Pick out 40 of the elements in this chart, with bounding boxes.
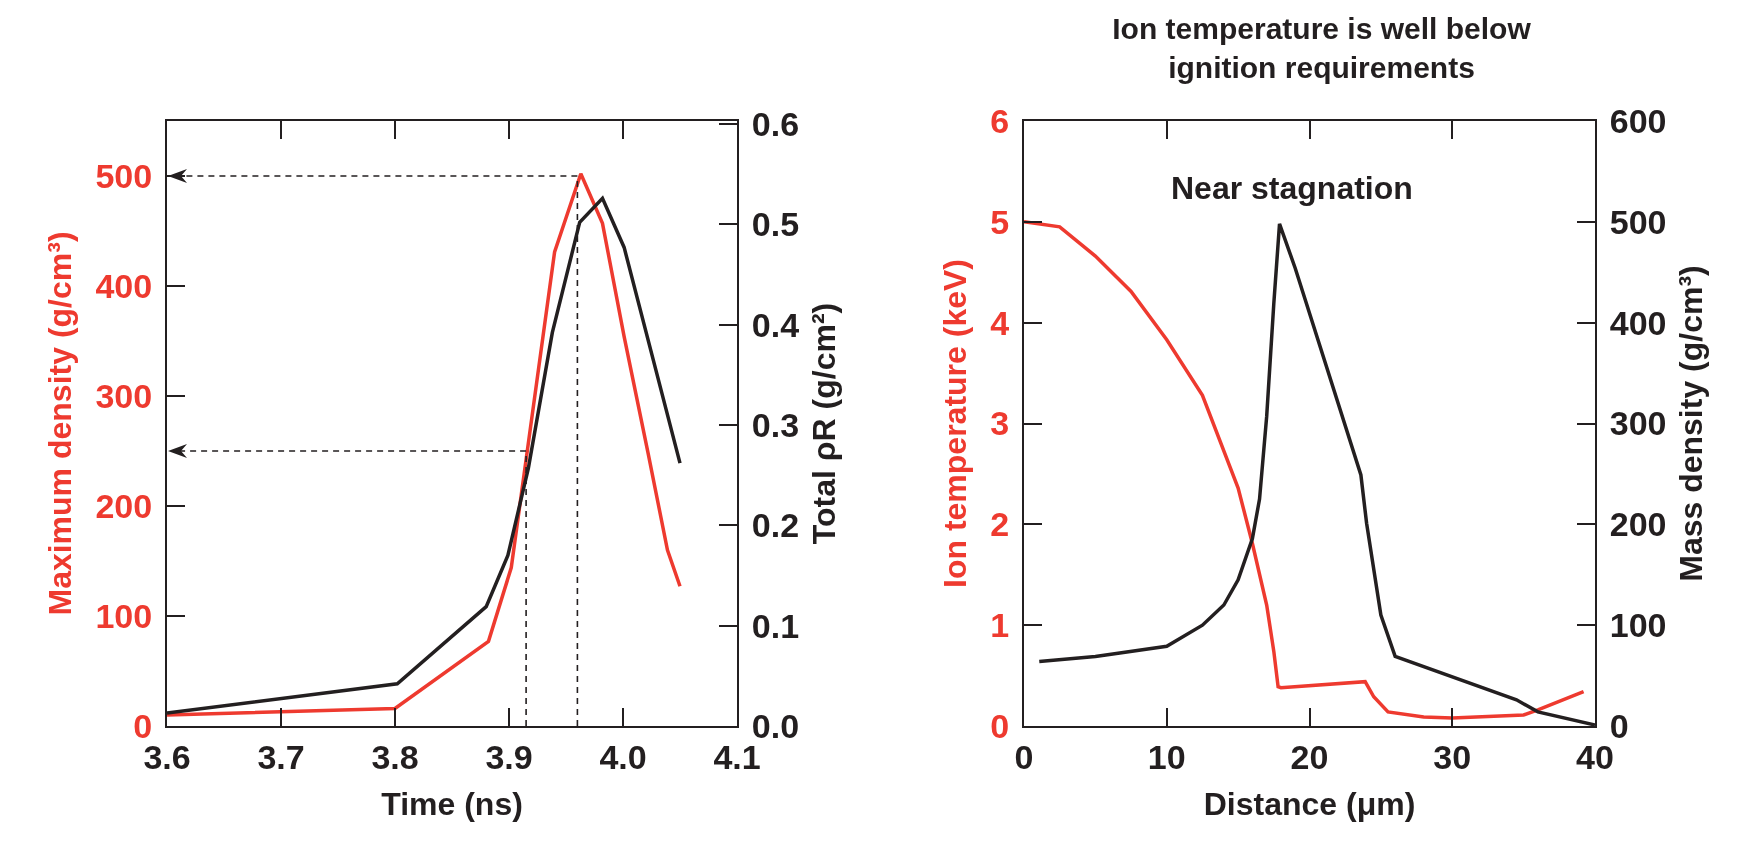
y-tick-label: 500 <box>95 156 153 195</box>
y-tick-label: 4 <box>990 303 1010 342</box>
y2-axis-title: Total ρR (g/cm²) <box>805 302 842 545</box>
x-tick-label: 3.9 <box>485 737 533 776</box>
y-axis-title: Maximum density (g/cm³) <box>42 231 79 616</box>
y2-tick-label: 300 <box>1609 404 1667 443</box>
y-tick-label: 2 <box>990 505 1010 544</box>
y-axis-title: Ion temperature (keV) <box>937 259 974 588</box>
y2-tick-label: 600 <box>1609 101 1667 140</box>
x-tick-label: 3.7 <box>257 737 305 776</box>
y2-tick-label: 0.4 <box>751 305 800 344</box>
y2-tick-label: 500 <box>1609 202 1667 241</box>
y2-tick-label: 0.1 <box>751 606 800 645</box>
x-tick-label: 0 <box>1014 737 1034 776</box>
y-tick-label: 400 <box>95 266 153 305</box>
y2-axis-title: Mass density (g/cm³) <box>1672 265 1709 582</box>
x-axis-title: Distance (μm) <box>1203 786 1416 823</box>
y2-tick-label: 0.6 <box>751 104 800 143</box>
x-tick-label: 4.0 <box>599 737 647 776</box>
y-tick-label: 3 <box>990 404 1010 443</box>
y2-tick-label: 0.5 <box>751 205 800 244</box>
y-tick-label: 1 <box>990 606 1010 645</box>
annotation: Near stagnation <box>1171 170 1413 206</box>
x-axis-title: Time (ns) <box>381 786 523 823</box>
y-tick-label: 0 <box>990 706 1010 745</box>
y-tick-label: 300 <box>95 376 153 415</box>
y-tick-label: 200 <box>95 486 153 525</box>
y2-tick-label: 200 <box>1609 505 1667 544</box>
y-tick-label: 5 <box>990 202 1010 241</box>
y2-tick-label: 400 <box>1609 303 1667 342</box>
x-tick-label: 10 <box>1147 737 1186 776</box>
y2-tick-label: 0.2 <box>751 506 800 545</box>
chart-title: Ion temperature is well below ignition requirements <box>1112 11 1532 84</box>
y-tick-label: 6 <box>990 101 1010 140</box>
y-tick-label: 100 <box>95 596 153 635</box>
y2-tick-label: 0.3 <box>751 405 800 444</box>
y2-tick-label: 100 <box>1609 606 1667 645</box>
x-tick-label: 30 <box>1433 737 1472 776</box>
x-tick-label: 20 <box>1290 737 1329 776</box>
x-tick-label: 3.8 <box>371 737 419 776</box>
